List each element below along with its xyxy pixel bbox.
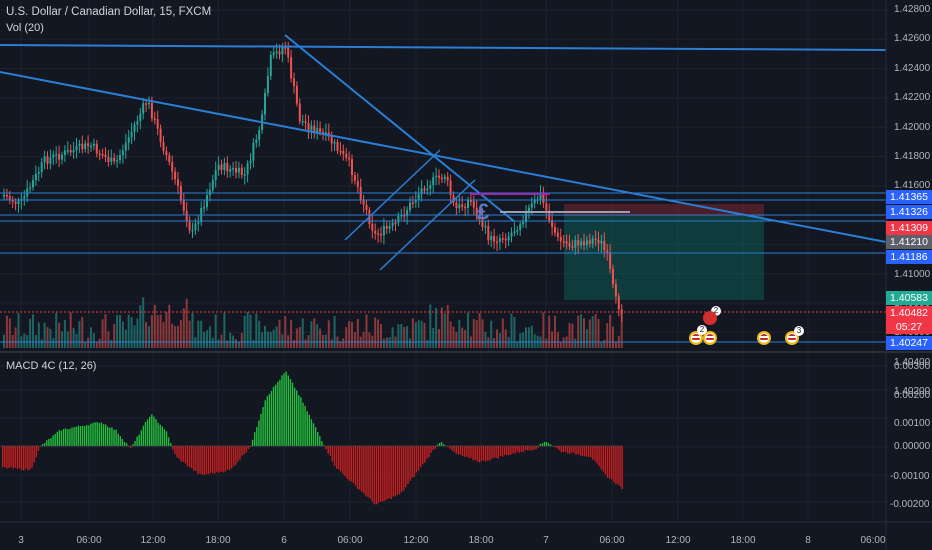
time-tick: 12:00 <box>665 535 691 546</box>
price-badge: 1.40583 <box>886 291 932 305</box>
target-zone <box>564 216 764 300</box>
time-tick: 7 <box>543 535 549 546</box>
price-badge: 1.40482 <box>886 306 932 320</box>
price-badge: 1.41309 <box>886 221 932 235</box>
macd-tick: 0.00000 <box>894 441 931 452</box>
macd-tick: 0.00100 <box>894 418 931 429</box>
economic-event-flag[interactable] <box>703 331 717 345</box>
time-tick: 18:00 <box>205 535 231 546</box>
price-badge: 1.41326 <box>886 205 932 219</box>
time-tick: 12:00 <box>140 535 166 546</box>
price-tick: 1.41800 <box>894 151 931 162</box>
price-badge: 1.40247 <box>886 336 932 350</box>
price-candles <box>3 41 623 322</box>
time-tick: 06:00 <box>76 535 102 546</box>
price-badge: 1.41365 <box>886 190 932 204</box>
price-tick: 1.41600 <box>894 180 931 192</box>
drawing-trendlines[interactable] <box>0 34 887 343</box>
event-cluster-icon[interactable] <box>703 311 717 325</box>
macd-histogram <box>0 371 623 505</box>
time-tick: 18:00 <box>730 535 756 546</box>
macd-tick: 0.00300 <box>894 361 931 372</box>
time-tick: 18:00 <box>468 535 494 546</box>
time-tick: 8 <box>805 535 811 546</box>
macd-tick: -0.00200 <box>890 499 930 510</box>
time-tick: 12:00 <box>403 535 429 546</box>
time-tick: 06:00 <box>337 535 363 546</box>
price-tick: 1.42600 <box>894 33 931 45</box>
volume-label[interactable]: Vol (20) <box>6 22 44 34</box>
time-tick: 6 <box>281 535 287 546</box>
position-tool[interactable] <box>564 204 764 300</box>
event-count-badge: 2 <box>711 306 721 316</box>
macd-tick: -0.00100 <box>890 471 930 482</box>
volume-bars <box>3 297 623 348</box>
price-badge: 1.41186 <box>886 250 932 264</box>
symbol-title[interactable]: U.S. Dollar / Canadian Dollar, 15, FXCM <box>6 6 212 18</box>
price-badge: 05:27 <box>886 320 932 334</box>
price-tick: 1.42000 <box>894 121 931 133</box>
event-count-badge: 3 <box>794 326 804 336</box>
price-tick: 1.40400 <box>894 356 931 368</box>
time-tick: 3 <box>18 535 24 546</box>
stop-zone <box>564 204 764 216</box>
price-badge: 1.41210 <box>886 235 932 249</box>
price-tick: 1.41000 <box>894 268 931 280</box>
event-count-badge: 2 <box>697 325 707 335</box>
currency-marker-icon[interactable]: £ <box>477 199 490 224</box>
time-tick: 06:00 <box>599 535 625 546</box>
macd-tick: 0.00200 <box>894 390 931 401</box>
price-tick: 1.42400 <box>894 62 931 74</box>
price-tick: 1.40200 <box>894 386 931 398</box>
macd-label[interactable]: MACD 4C (12, 26) <box>6 360 97 372</box>
price-tick: 1.42800 <box>894 4 931 15</box>
economic-event-flag[interactable] <box>757 331 771 345</box>
price-tick: 1.42200 <box>894 92 931 104</box>
time-tick: 06:00 <box>860 535 886 546</box>
